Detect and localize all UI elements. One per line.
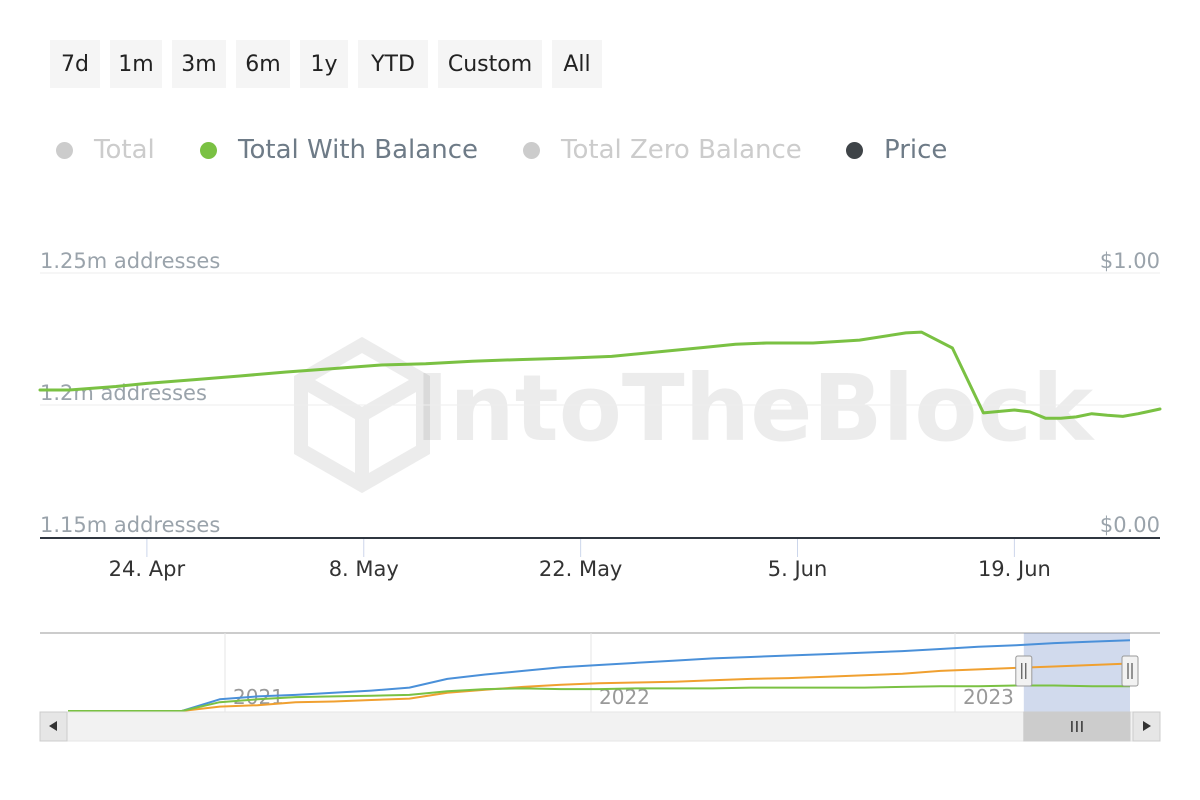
- legend-label: Price: [884, 135, 948, 165]
- watermark-logo-icon: [294, 336, 430, 494]
- navigator[interactable]: 2021 2022 2023: [39, 632, 1161, 742]
- x-axis-label: 22. May: [539, 557, 623, 581]
- navigator-right-handle[interactable]: [1121, 655, 1139, 687]
- range-button-3m[interactable]: 3m: [172, 40, 226, 88]
- series-layer: [38, 330, 1162, 420]
- y-axis-left-label: 1.2m addresses: [40, 381, 207, 405]
- range-button-1y[interactable]: 1y: [300, 40, 348, 88]
- legend-marker-icon: [846, 141, 863, 159]
- navigator-scrollbar[interactable]: [39, 711, 1161, 742]
- x-axis-label: 5. Jun: [768, 557, 828, 581]
- navigator-year-label: 2023: [963, 685, 1014, 709]
- scrollbar-track[interactable]: [39, 711, 1161, 742]
- legend-item-total-with-balance[interactable]: Total With Balance: [200, 128, 478, 172]
- arrow-left-icon: [49, 721, 57, 731]
- range-button-7d[interactable]: 7d: [50, 40, 100, 88]
- x-axis-label: 19. Jun: [978, 557, 1051, 581]
- navigator-line-total-with-balance: [68, 684, 1130, 712]
- watermark: IntoTheBlock: [294, 336, 1095, 494]
- legend-item-total-zero-balance[interactable]: Total Zero Balance: [523, 128, 802, 172]
- legend: Total Total With Balance Total Zero Balanc…: [0, 128, 1200, 172]
- legend-marker-icon: [523, 141, 540, 159]
- y-axis-labels: 1.15m addresses 1.2m addresses 1.25m addre…: [40, 249, 1160, 537]
- grid-lines: [40, 272, 1160, 406]
- x-axis: 24. Apr 8. May 22. May 5. Jun 19. Jun: [40, 537, 1160, 581]
- navigator-selection[interactable]: [1023, 633, 1130, 712]
- y-axis-right-label: $1.00: [1100, 249, 1160, 273]
- watermark-text: IntoTheBlock: [415, 355, 1095, 462]
- range-button-1m[interactable]: 1m: [110, 40, 162, 88]
- x-axis-label: 8. May: [329, 557, 399, 581]
- x-axis-label: 24. Apr: [109, 557, 186, 581]
- legend-item-price[interactable]: Price: [846, 128, 947, 172]
- legend-marker-icon: [56, 141, 73, 159]
- legend-item-total[interactable]: Total: [56, 128, 155, 172]
- y-axis-right-label: $0.00: [1100, 513, 1160, 537]
- navigator-line-total-zero-balance: [68, 662, 1131, 712]
- y-axis-left-label: 1.15m addresses: [40, 513, 220, 537]
- arrow-right-icon: [1143, 721, 1151, 731]
- navigator-left-handle[interactable]: [1015, 655, 1033, 687]
- range-button-6m[interactable]: 6m: [236, 40, 290, 88]
- range-button-custom[interactable]: Custom: [438, 40, 542, 88]
- navigator-line-total: [68, 639, 1131, 712]
- legend-marker-icon: [200, 141, 217, 159]
- range-button-ytd[interactable]: YTD: [358, 40, 428, 88]
- legend-label: Total Zero Balance: [561, 135, 802, 165]
- legend-label: Total With Balance: [238, 135, 478, 165]
- y-axis-left-label: 1.25m addresses: [40, 249, 220, 273]
- range-button-all[interactable]: All: [552, 40, 602, 88]
- series-line-total-with-balance: [38, 330, 1162, 420]
- legend-label: Total: [94, 135, 155, 165]
